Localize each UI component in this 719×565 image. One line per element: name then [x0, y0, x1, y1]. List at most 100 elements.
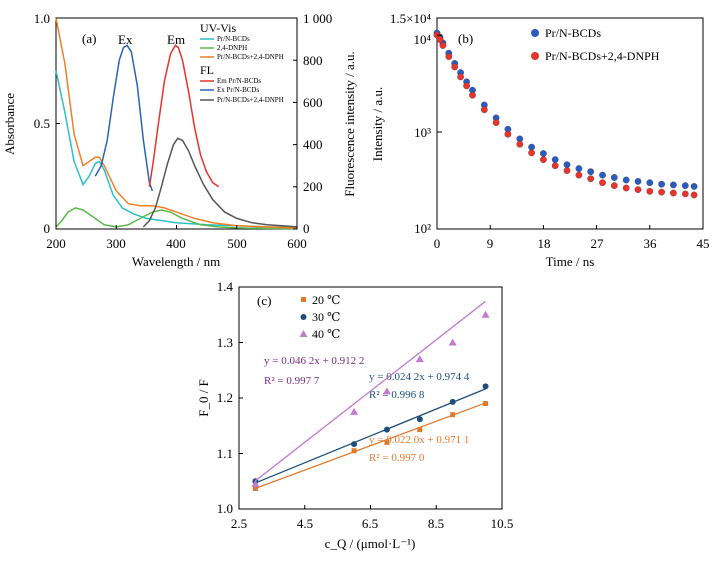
series-line [148, 44, 220, 188]
legend-entry: 20 ℃ [312, 293, 340, 307]
data-point [551, 162, 559, 170]
data-point [575, 171, 583, 179]
data-point [251, 480, 260, 488]
legend-entry: Pr/N-BCDs+2,4-DNPH [545, 49, 660, 63]
data-point [587, 168, 595, 176]
data-point [610, 182, 618, 189]
data-point [681, 182, 689, 189]
legend-entry: Pr/N-BCDs [217, 35, 250, 43]
data-point [670, 189, 677, 197]
data-point [384, 439, 390, 445]
fit-equation: y = 0.024 2x + 0.974 4 [369, 371, 470, 383]
x-tick-label: 18 [538, 236, 551, 251]
legend-entry: 2,4-DNPH [217, 44, 247, 52]
data-point [252, 485, 258, 491]
y-tick-label: 10³ [414, 125, 431, 140]
data-point [575, 165, 583, 172]
panel-a: (a) Ex Em 200 300 400 500 600 0 0.5 1.0 … [2, 11, 357, 269]
data-point [646, 179, 654, 187]
y-axis-label-left: Absorbance [2, 93, 17, 155]
plot-frame [55, 17, 298, 230]
series-layer [55, 17, 298, 230]
series-layer [238, 286, 503, 510]
series-line [94, 44, 154, 192]
data-point [383, 426, 390, 433]
data-point [528, 149, 535, 157]
x-tick-label: 45 [697, 236, 710, 251]
fit-line [255, 388, 486, 484]
panel-b: (b) 0 9 18 27 36 45 10² 10³ 10⁴ 1.5×10⁴ … [370, 11, 710, 269]
y-tick-label: 1.4 [217, 279, 234, 294]
y-axis-label: Intensity / a.u. [370, 87, 385, 161]
data-point [681, 190, 689, 198]
data-point [463, 82, 470, 90]
y-tick-labels: 10² 10³ 10⁴ 1.5×10⁴ [390, 11, 432, 236]
y-tick-label: 200 [303, 179, 323, 194]
x-tick-label: 8.5 [428, 516, 444, 531]
data-point [457, 73, 464, 81]
data-point [449, 398, 456, 405]
y-tick-label: 10⁴ [413, 32, 431, 47]
legend-entry: 40 ℃ [312, 327, 340, 341]
y-tick-label: 0 [44, 221, 51, 236]
series-line [142, 137, 298, 228]
panel-c: (c) 2.5 4.5 6.5 8.5 10.5 1.0 1.1 1.2 1.3… [196, 279, 513, 551]
series-layer [433, 29, 704, 230]
y-right-tick-labels: 0 200 400 600 800 1 000 [303, 11, 332, 236]
data-point [382, 387, 391, 395]
x-tick-label: 400 [166, 236, 186, 251]
y-tick-label: 800 [303, 53, 323, 68]
x-tick-labels: 0 9 18 27 36 45 [434, 236, 710, 251]
data-point [504, 130, 512, 138]
x-tick-label: 300 [106, 236, 126, 251]
legend-marker-square [301, 297, 306, 302]
data-point [482, 383, 489, 390]
y-tick-labels: 1.0 1.1 1.2 1.3 1.4 [217, 279, 234, 516]
panel-label: (a) [82, 31, 96, 46]
data-point [469, 91, 476, 99]
legend-entry: Em Pr/N-BCDs [217, 77, 261, 85]
legend-uv-title: UV-Vis [200, 21, 237, 35]
y-tick-label: 10² [414, 221, 431, 236]
legend-marker [531, 52, 539, 60]
x-tick-label: 27 [591, 236, 605, 251]
data-point [416, 416, 423, 423]
data-point [622, 184, 630, 192]
x-tick-label: 10.5 [491, 516, 514, 531]
x-tick-label: 36 [644, 236, 658, 251]
data-point [658, 188, 665, 196]
data-point [350, 407, 359, 415]
legend-entry: Pr/N-BCDs+2,4-DNPH [217, 96, 284, 104]
x-tick-labels: 2.5 4.5 6.5 8.5 10.5 [231, 516, 514, 531]
data-point [599, 171, 606, 179]
legend-entry: Pr/N-BCDs [545, 26, 601, 40]
fit-r2: R² = 0.996 8 [369, 389, 425, 401]
data-point [439, 42, 447, 49]
fit-line [255, 300, 486, 482]
data-point [417, 427, 423, 433]
data-point [551, 156, 559, 163]
legend-marker-circle [300, 314, 307, 320]
data-point [481, 310, 490, 318]
legend-entry: Pr/N-BCDs+2,4-DNPH [217, 53, 284, 61]
legend-fl-title: FL [200, 63, 214, 77]
x-tick-label: 600 [287, 236, 307, 251]
y-tick-label: 0.5 [34, 116, 50, 131]
x-tick-label: 4.5 [297, 516, 313, 531]
fit-line [255, 402, 486, 490]
data-point [563, 167, 571, 174]
data-point [634, 186, 642, 193]
plot-frame [436, 17, 704, 230]
x-tick-label: 2.5 [231, 516, 247, 531]
x-tick-label: 500 [227, 236, 247, 251]
series-line [55, 70, 298, 229]
data-point [599, 179, 606, 187]
panel-label: (c) [257, 293, 271, 308]
y-tick-label: 600 [303, 95, 323, 110]
x-axis-label: c_Q / (μmol·L⁻¹) [325, 536, 416, 551]
y-tick-label: 400 [303, 137, 323, 152]
x-axis-label: Time / ns [546, 254, 595, 269]
y-tick-label: 0 [303, 221, 310, 236]
data-point [450, 412, 456, 418]
